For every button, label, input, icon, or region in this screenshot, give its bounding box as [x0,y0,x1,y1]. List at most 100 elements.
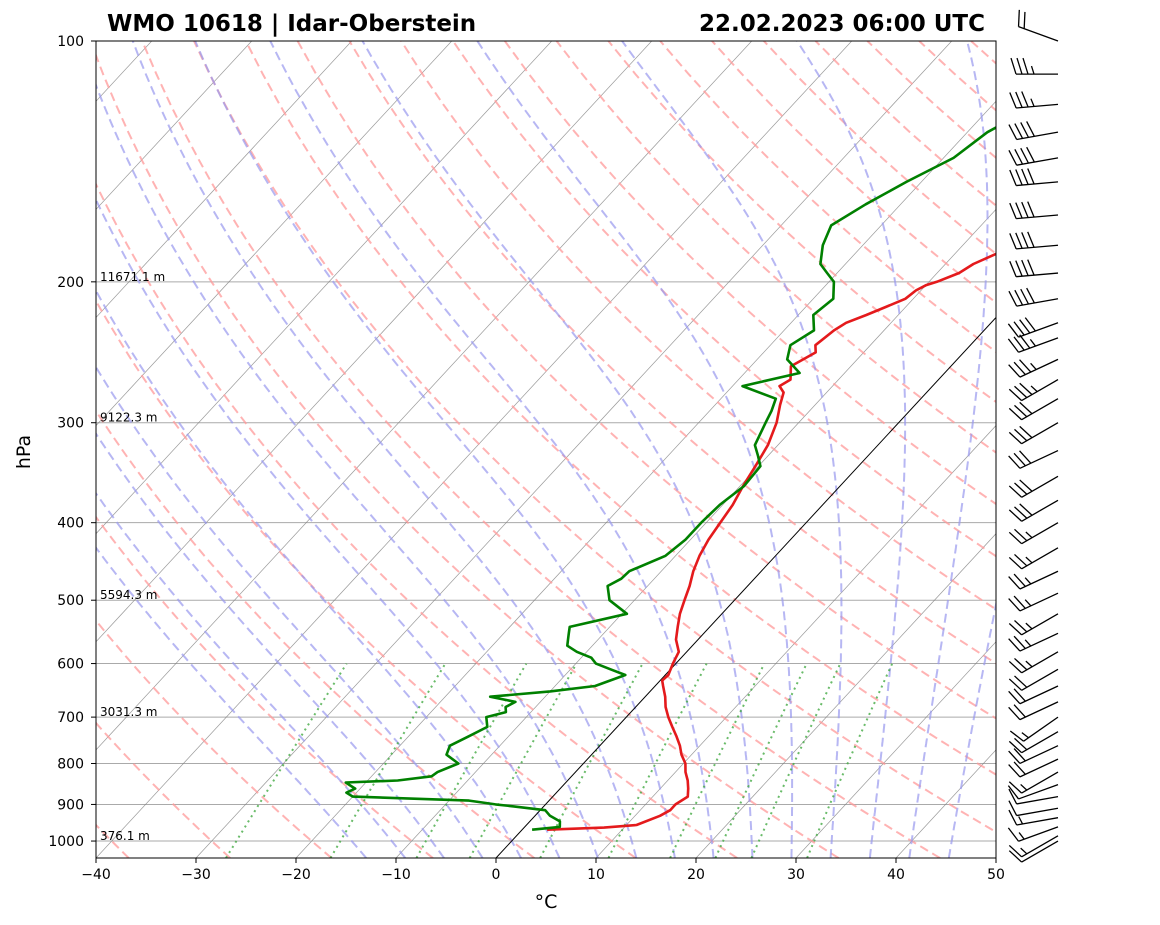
wind-barb-feather [1015,260,1023,277]
y-axis: 1000 900 800 700 600 500 400 300 200 100 [48,34,96,850]
x-tick-label: 30 [787,867,805,883]
wind-barb-feather [1019,359,1032,373]
x-axis: −40 −30 −20 −10 0 10 20 30 40 50 [81,858,1005,883]
wind-barb-feather [1027,168,1035,185]
wind-barb-feather [1008,150,1018,166]
wind-barb-half-feather [1021,732,1029,739]
moist-adiabat [96,82,599,858]
wind-barb-half-feather [1020,847,1028,855]
wind-barb-feather [1008,764,1021,778]
zero-isotherm-line [495,316,996,858]
wind-barb-feather [1008,706,1021,721]
wind-barb [1007,317,1059,338]
wind-barb-half-feather [1029,339,1036,347]
wind-barb-feather [1014,620,1028,633]
wind-barb-staff [1016,131,1059,141]
y-tick-label: 200 [57,275,84,291]
wind-barb-staff [1019,449,1059,469]
mixing-ratio-lines [225,663,894,858]
wind-barb [1007,334,1059,353]
wind-barb-feather [1019,503,1033,516]
wind-barb-feather [1021,91,1029,108]
wind-barb [1008,475,1059,498]
wind-barb-feather [1014,482,1028,495]
wind-barb-feather [1013,321,1025,336]
wind-barb-feather [1008,850,1023,863]
wind-barb-half-feather [1025,622,1033,630]
wind-barb-feather [1022,57,1029,75]
wind-barb [1008,422,1059,445]
moist-adiabat [96,288,522,858]
wind-barb-feather [1014,289,1024,306]
isotherm-grid [96,41,996,858]
y-axis-label: hPa [13,435,35,469]
dry-adiabat [452,41,996,558]
wind-barb-feather [1024,317,1036,332]
height-labels: 376.1 m 3031.3 m 5594.3 m 9122.3 m 11671… [100,270,165,843]
wind-barb-staff [1021,398,1059,421]
height-label: 9122.3 m [100,411,158,425]
wind-barb-half-feather [1025,556,1033,564]
wind-barb-feather [1019,319,1031,334]
wind-barb-feather [1027,201,1035,218]
moist-adiabat [194,41,676,858]
dry-adiabats [96,41,996,858]
wind-barb-staff [1016,298,1059,307]
wind-barb-staff [1016,244,1059,250]
dry-adiabat [296,41,996,720]
wind-barb [1008,651,1059,674]
wind-barb-staff [1019,570,1059,590]
x-tick-label: 40 [887,867,905,883]
wind-barb-feather [1014,553,1028,567]
wind-barb-feather [1013,452,1026,467]
y-tick-label: 700 [57,710,84,726]
wind-barb-staff [1019,685,1059,705]
isotherm-line [96,41,652,643]
mixing-ratio-line [806,663,894,858]
dry-adiabat [348,41,996,665]
wind-barb-staff [1021,422,1059,445]
wind-barb [1008,809,1059,826]
wind-barb-feather [1014,385,1028,399]
wind-barb [1008,835,1059,858]
moist-adiabat [476,41,794,858]
wind-barb-staff [1021,840,1059,863]
moist-adiabat [96,197,561,858]
wind-barb-feather [1013,761,1026,775]
wind-barb-feather [1014,675,1028,688]
wind-barb [1008,592,1059,612]
wind-barb-feather [1021,232,1029,249]
wind-barb [1008,547,1059,570]
plot-frame [95,40,997,859]
wind-barb-staff [1021,731,1059,754]
wind-barb-staff [1018,826,1059,842]
wind-barb-staff [1016,272,1059,278]
isotherm-line [96,41,852,858]
isotherm-line [96,41,552,535]
wind-barb-feather [1021,201,1029,218]
wind-barb-feather [1013,336,1025,351]
wind-barb-feather [1009,730,1024,742]
wind-barb-half-feather [1020,783,1028,791]
wind-barb [1008,731,1059,754]
wind-barb-half-feather [1030,385,1038,393]
wind-barb [1008,146,1059,166]
plot-area [96,41,996,858]
wind-barb [1009,168,1059,187]
dewpoint-profile [344,125,996,831]
wind-barb-feather [1027,259,1035,276]
wind-barb-staff [1021,835,1059,858]
mixing-ratio-line [225,663,348,858]
wind-barb-feather [1008,750,1021,764]
dry-adiabat [96,619,333,858]
wind-barb-half-feather [1018,816,1024,825]
dry-adiabat [503,41,996,506]
dry-adiabat [96,515,434,858]
wind-barb-feather [1013,748,1026,762]
moist-adiabat [621,41,843,858]
wind-barb [1008,613,1059,636]
wind-barb-feather [1009,202,1017,219]
x-tick-label: 0 [492,867,501,883]
wind-barb-feather [1020,288,1030,305]
wind-barb-feather [1008,509,1023,522]
